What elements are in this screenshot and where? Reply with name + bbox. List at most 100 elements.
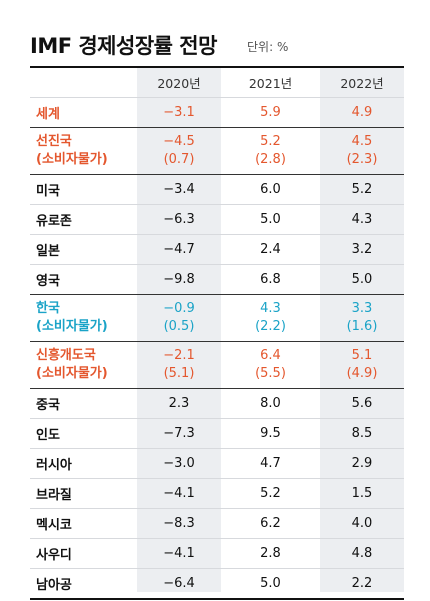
cell-2022: 5.2: [320, 174, 404, 205]
cell-2022-value: 4.8: [351, 546, 373, 561]
cell-2021: 5.0: [221, 568, 320, 600]
table-row: 인도 −7.3 9.5 8.5: [30, 418, 404, 449]
cell-2021-value: 8.0: [260, 396, 281, 411]
cell-2020: −6.3: [137, 204, 221, 235]
cell-2020: −7.3: [137, 418, 221, 449]
cell-2020-sub: (0.7): [163, 152, 195, 167]
cell-2021-value: 5.2: [260, 134, 281, 149]
country-name: 신흥개도국 (소비자물가): [30, 341, 137, 389]
cell-2021-value: 6.2: [260, 516, 281, 531]
table-row: 사우디 −4.1 2.8 4.8: [30, 538, 404, 569]
cell-2020-value: −6.3: [163, 212, 195, 227]
cell-2021: 6.0: [221, 174, 320, 205]
header-2020: 2020년: [137, 68, 221, 98]
cell-2020: −3.4: [137, 174, 221, 205]
cell-2022-value: 4.5: [351, 134, 373, 149]
cell-2022: 3.2: [320, 234, 404, 265]
cell-2022: 5.0: [320, 264, 404, 295]
cell-2021-value: 5.0: [260, 576, 281, 591]
country-name-value: 사우디: [36, 548, 72, 563]
table-row: 멕시코 −8.3 6.2 4.0: [30, 508, 404, 539]
header-2021: 2021년: [221, 68, 320, 98]
cell-2020-value: −4.1: [163, 486, 195, 501]
cell-2020-value: −2.1: [163, 348, 195, 363]
cell-2021-value: 5.9: [260, 105, 281, 120]
page-title: IMF 경제성장률 전망: [30, 34, 217, 58]
growth-table: 2020년 2021년 2022년 세계 −3.1 5.9 4.9 선진국 (소비자물가)…: [30, 68, 404, 600]
cell-2021-value: 5.0: [260, 212, 281, 227]
country-name: 선진국 (소비자물가): [30, 127, 137, 175]
cell-2021: 6.2: [221, 508, 320, 539]
country-name-sub: (소비자물가): [36, 152, 108, 167]
cell-2022-value: 4.3: [351, 212, 373, 227]
cell-2022-value: 5.0: [351, 272, 373, 287]
cell-2020-value: 2.3: [168, 396, 190, 411]
cell-2021-value: 5.2: [260, 486, 281, 501]
header-country: [30, 68, 137, 98]
cell-2021: 6.4 (5.5): [221, 341, 320, 389]
country-name-value: 멕시코: [36, 518, 72, 533]
cell-2021-value: 6.0: [260, 182, 281, 197]
cell-2022-value: 5.6: [351, 396, 373, 411]
table-row: 한국 (소비자물가) −0.9 (0.5) 4.3 (2.2) 3.3 (1.6): [30, 294, 404, 342]
cell-2020-value: −4.1: [163, 546, 195, 561]
cell-2022: 5.1 (4.9): [320, 341, 404, 389]
country-name-value: 인도: [36, 428, 60, 443]
cell-2022-value: 3.2: [351, 242, 373, 257]
country-name: 한국 (소비자물가): [30, 294, 137, 342]
cell-2022: 4.3: [320, 204, 404, 235]
cell-2021-value: 4.3: [260, 301, 281, 316]
cell-2020: −2.1 (5.1): [137, 341, 221, 389]
table-body: 세계 −3.1 5.9 4.9 선진국 (소비자물가) −4.5 (0.7) 5.2 (2.8) 4…: [30, 97, 404, 600]
cell-2020-value: −6.4: [163, 576, 195, 591]
cell-2022-value: 4.9: [351, 105, 373, 120]
cell-2020-sub: (5.1): [163, 366, 195, 381]
cell-2020-value: −0.9: [163, 301, 195, 316]
cell-2022: 4.0: [320, 508, 404, 539]
cell-2020-sub: (0.5): [163, 319, 195, 334]
cell-2022-value: 2.9: [351, 456, 373, 471]
cell-2020: −6.4: [137, 568, 221, 600]
country-name: 세계: [30, 97, 137, 128]
country-name: 브라질: [30, 478, 137, 509]
table-row: 러시아 −3.0 4.7 2.9: [30, 448, 404, 479]
cell-2020: −4.1: [137, 538, 221, 569]
country-name-value: 중국: [36, 398, 60, 413]
country-name-value: 일본: [36, 244, 60, 259]
country-name-value: 신흥개도국: [36, 348, 96, 363]
cell-2020: −4.1: [137, 478, 221, 509]
country-name-sub: (소비자물가): [36, 319, 108, 334]
country-name: 유로존: [30, 204, 137, 235]
cell-2022-value: 5.2: [351, 182, 373, 197]
country-name: 일본: [30, 234, 137, 265]
header-2022: 2022년: [320, 68, 404, 98]
cell-2020: −3.0: [137, 448, 221, 479]
cell-2020-value: −7.3: [163, 426, 195, 441]
cell-2022-value: 5.1: [351, 348, 373, 363]
cell-2020-value: −3.1: [163, 105, 195, 120]
cell-2021-value: 6.4: [260, 348, 281, 363]
cell-2021: 6.8: [221, 264, 320, 295]
cell-2021: 5.2: [221, 478, 320, 509]
cell-2021: 2.4: [221, 234, 320, 265]
table-row: 선진국 (소비자물가) −4.5 (0.7) 5.2 (2.8) 4.5 (2.3): [30, 127, 404, 175]
country-name-value: 영국: [36, 274, 60, 289]
cell-2020-value: −3.0: [163, 456, 195, 471]
unit-label: 단위: %: [247, 40, 289, 54]
cell-2021: 5.9: [221, 97, 320, 128]
cell-2021-value: 6.8: [260, 272, 281, 287]
cell-2021-value: 9.5: [260, 426, 281, 441]
top-rule: [30, 66, 404, 68]
cell-2022-value: 1.5: [351, 486, 373, 501]
country-name-value: 러시아: [36, 458, 72, 473]
country-name-value: 유로존: [36, 214, 72, 229]
country-name-sub: (소비자물가): [36, 366, 108, 381]
country-name: 인도: [30, 418, 137, 449]
cell-2022: 3.3 (1.6): [320, 294, 404, 342]
cell-2022-sub: (4.9): [346, 366, 378, 381]
cell-2021: 2.8: [221, 538, 320, 569]
table-row: 일본 −4.7 2.4 3.2: [30, 234, 404, 265]
cell-2021-sub: (2.8): [255, 152, 286, 167]
cell-2021: 5.0: [221, 204, 320, 235]
